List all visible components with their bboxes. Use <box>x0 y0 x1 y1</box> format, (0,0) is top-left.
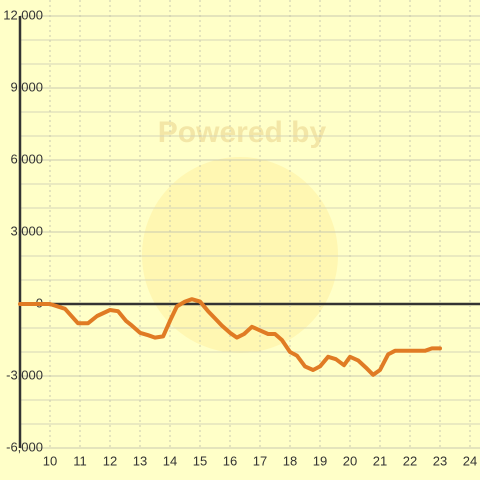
y-tick-label: 9,000 <box>10 79 43 94</box>
x-tick-label: 21 <box>373 453 387 468</box>
x-tick-label: 12 <box>103 453 117 468</box>
watermark: Powered by <box>158 116 327 149</box>
x-tick-label: 24 <box>463 453 477 468</box>
y-tick-label: 6,000 <box>10 151 43 166</box>
x-tick-label: 11 <box>73 453 87 468</box>
x-tick-label: 14 <box>163 453 177 468</box>
y-tick-label: -6,000 <box>6 439 43 454</box>
y-tick-label: 3,000 <box>10 223 43 238</box>
x-tick-label: 13 <box>133 453 147 468</box>
x-tick-label: 22 <box>403 453 417 468</box>
x-tick-label: 23 <box>433 453 447 468</box>
x-tick-label: 17 <box>253 453 267 468</box>
line-series <box>18 297 442 377</box>
x-tick-label: 10 <box>43 453 57 468</box>
x-tick-label: 18 <box>283 453 297 468</box>
y-tick-label: 12,000 <box>3 7 43 22</box>
watermark-logo <box>142 157 338 353</box>
x-tick-label: 16 <box>223 453 237 468</box>
y-tick-label: -3,000 <box>6 367 43 382</box>
x-tick-label: 19 <box>313 453 327 468</box>
x-tick-label: 15 <box>193 453 207 468</box>
x-tick-label: 20 <box>343 453 357 468</box>
